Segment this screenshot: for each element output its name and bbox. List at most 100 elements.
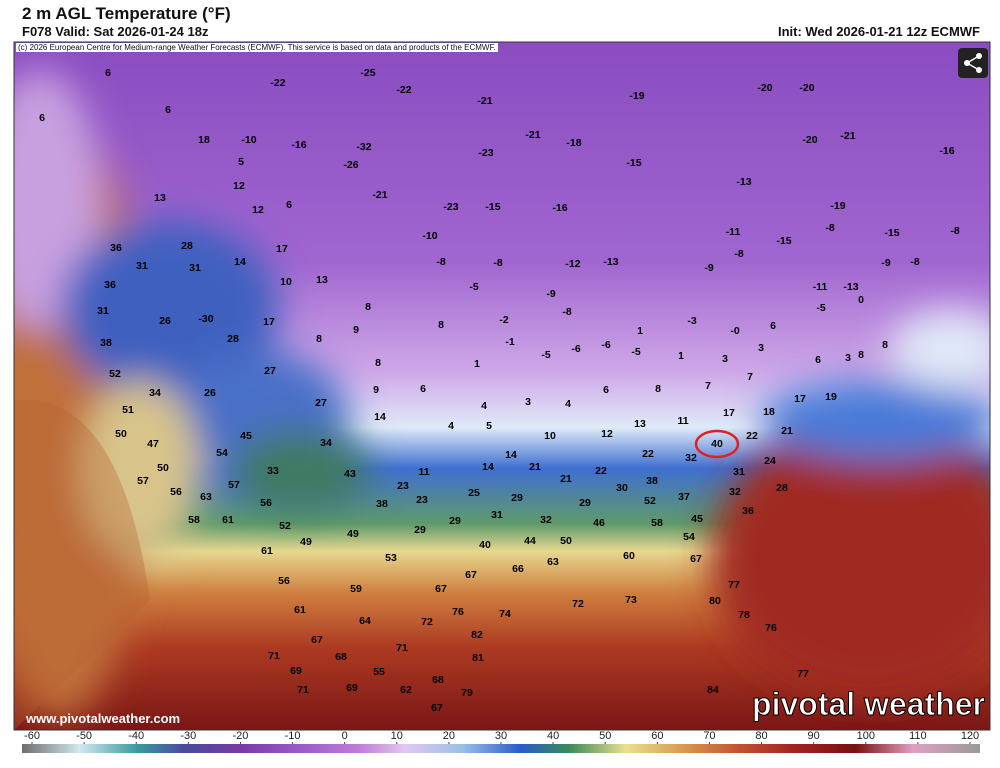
colorbar-tick-label: 100 <box>857 730 875 742</box>
temperature-label: 6 <box>603 384 609 396</box>
temperature-label: -26 <box>343 159 358 171</box>
temperature-label: 49 <box>347 528 359 540</box>
temperature-label: 9 <box>373 384 379 396</box>
temperature-label: 69 <box>346 682 358 694</box>
temperature-label: 12 <box>252 204 264 216</box>
temperature-label: -13 <box>736 176 751 188</box>
temperature-label: 17 <box>263 316 275 328</box>
colorbar-tick-label: 60 <box>651 730 663 742</box>
temperature-label: 3 <box>758 342 764 354</box>
share-button[interactable] <box>958 48 988 78</box>
colorbar-tick-label: -40 <box>128 730 144 742</box>
temperature-label: -21 <box>840 130 855 142</box>
temperature-label: 31 <box>733 466 745 478</box>
temperature-label: 38 <box>376 498 388 510</box>
temperature-label: 53 <box>385 552 397 564</box>
temperature-label: 14 <box>505 449 517 461</box>
temperature-label: 38 <box>646 475 658 487</box>
colorbar-tick-label: -60 <box>24 730 40 742</box>
temperature-label: 27 <box>315 397 327 409</box>
temperature-label: 71 <box>297 684 309 696</box>
temperature-label: 66 <box>512 563 524 575</box>
temperature-label: 8 <box>882 339 888 351</box>
temperature-label: -20 <box>799 82 814 94</box>
temperature-label: 84 <box>707 684 719 696</box>
temperature-label: 5 <box>486 420 492 432</box>
temperature-label: 67 <box>311 634 323 646</box>
temperature-label: 3 <box>525 396 531 408</box>
temperature-label: 4 <box>448 420 454 432</box>
temperature-label: -18 <box>566 137 581 149</box>
temperature-label: 10 <box>280 276 292 288</box>
temperature-label: 36 <box>110 242 122 254</box>
temperature-label: 57 <box>137 475 149 487</box>
colorbar-tick-label: 30 <box>495 730 507 742</box>
colorbar-tick-label: 50 <box>599 730 611 742</box>
temperature-label: 50 <box>115 428 127 440</box>
temperature-label: -5 <box>631 346 640 358</box>
temperature-label: 13 <box>316 274 328 286</box>
temperature-label: 47 <box>147 438 159 450</box>
temperature-label: 67 <box>465 569 477 581</box>
temperature-label: 18 <box>198 134 210 146</box>
temperature-label: -8 <box>910 256 919 268</box>
temperature-label: 6 <box>105 67 111 79</box>
colorbar-tick-label: 0 <box>342 730 348 742</box>
temperature-label: 56 <box>278 575 290 587</box>
temperature-label: 31 <box>97 305 109 317</box>
colorbar-tick-label: 120 <box>961 730 979 742</box>
colorbar-tick-label: -10 <box>285 730 301 742</box>
temperature-label: 13 <box>634 418 646 430</box>
temperature-label: 67 <box>435 583 447 595</box>
temperature-label: -15 <box>626 157 641 169</box>
temperature-label: -22 <box>270 77 285 89</box>
temperature-label: 64 <box>359 615 371 627</box>
temperature-label: -8 <box>562 306 571 318</box>
temperature-label: 52 <box>109 368 121 380</box>
temperature-label: 14 <box>482 461 494 473</box>
temperature-label: 68 <box>335 651 347 663</box>
temperature-label: -21 <box>372 189 387 201</box>
temperature-label: -13 <box>603 256 618 268</box>
temperature-label: 6 <box>770 320 776 332</box>
temperature-label: 79 <box>461 687 473 699</box>
temperature-label: -23 <box>443 201 458 213</box>
temperature-label: 69 <box>290 665 302 677</box>
temperature-label: 23 <box>397 480 409 492</box>
colorbar-tick-label: 70 <box>703 730 715 742</box>
colorbar-tick-label: 110 <box>909 730 927 742</box>
valid-time: F078 Valid: Sat 2026-01-24 18z <box>22 24 209 39</box>
init-time: Init: Wed 2026-01-21 12z ECMWF <box>777 24 980 39</box>
colorbar-tick-label: 20 <box>443 730 455 742</box>
temperature-label: 8 <box>438 319 444 331</box>
temperature-label: -22 <box>396 84 411 96</box>
temperature-label: 1 <box>474 358 480 370</box>
temperature-label: -19 <box>830 200 845 212</box>
temperature-label: 36 <box>104 279 116 291</box>
temperature-label: 32 <box>685 452 697 464</box>
temperature-label: -15 <box>884 227 899 239</box>
temperature-label: 29 <box>511 492 523 504</box>
temperature-label: 38 <box>100 337 112 349</box>
temperature-label: 8 <box>316 333 322 345</box>
temperature-label: 61 <box>261 545 273 557</box>
temperature-label: -2 <box>499 314 508 326</box>
temperature-label: -21 <box>477 95 492 107</box>
temperature-label: 32 <box>540 514 552 526</box>
temperature-label: 63 <box>547 556 559 568</box>
temperature-label: 1 <box>637 325 643 337</box>
temperature-label: 19 <box>825 391 837 403</box>
temperature-label: 31 <box>491 509 503 521</box>
temperature-label: 43 <box>344 468 356 480</box>
temperature-label: 6 <box>420 383 426 395</box>
temperature-label: 25 <box>468 487 480 499</box>
temperature-label: 26 <box>204 387 216 399</box>
temperature-label: -9 <box>881 257 890 269</box>
temperature-label: 68 <box>432 674 444 686</box>
copyright: (c) 2026 European Centre for Medium-rang… <box>16 43 498 52</box>
temperature-label: -5 <box>541 349 550 361</box>
temperature-label: 44 <box>524 535 536 547</box>
temperature-label: 14 <box>234 256 246 268</box>
temperature-label: 21 <box>529 461 541 473</box>
